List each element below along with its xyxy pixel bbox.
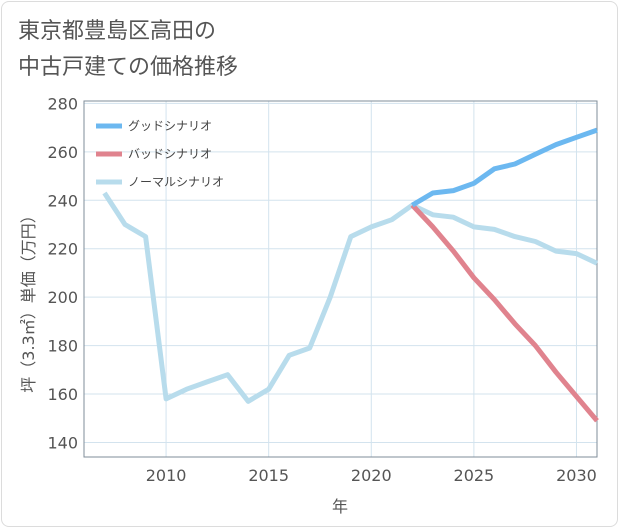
tick-labels: 140 160 180 200 220 240 260 280 2010 2015 2020 2025… [47,94,596,485]
legend-label-1: バッドシナリオ [128,147,212,161]
legend-label-0: グッドシナリオ [128,119,212,133]
y-tick-label: 260 [47,143,78,162]
series-line-2 [102,191,599,404]
y-tick-label: 280 [47,94,78,113]
series-lines [102,127,599,423]
y-tick-label: 160 [47,385,78,404]
chart-title: 東京都豊島区高田の 中古戸建ての価格推移 [18,19,239,80]
x-tick-label: 2010 [146,466,187,485]
series-line-0 [411,127,598,208]
y-tick-label: 200 [47,288,78,307]
y-tick-label: 240 [47,191,78,210]
y-tick-label: 220 [47,240,78,259]
x-tick-label: 2015 [248,466,289,485]
y-tick-label: 180 [47,337,78,356]
x-tick-label: 2025 [454,466,495,485]
x-tick-label: 2030 [556,466,597,485]
y-tick-label: 140 [47,433,78,452]
y-axis-label: 坪（3.3㎡）単価（万円） [19,207,38,392]
plot-area-border [83,100,598,458]
x-axis-label: 年 [332,497,348,516]
legend-label-2: ノーマルシナリオ [128,175,224,189]
series-line-1 [410,203,599,423]
x-tick-label: 2020 [351,466,392,485]
